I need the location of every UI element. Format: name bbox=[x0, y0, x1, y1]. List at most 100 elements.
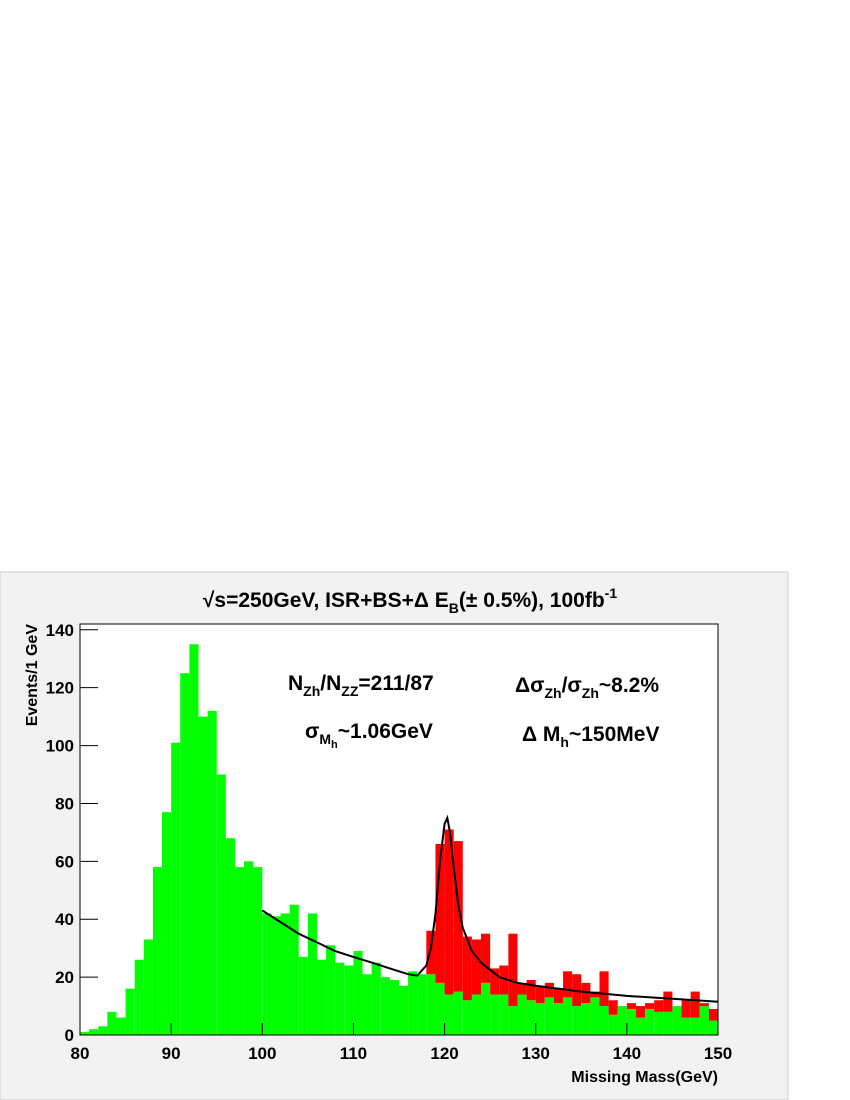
bar bbox=[690, 991, 700, 1018]
bar bbox=[362, 974, 372, 1035]
bar bbox=[681, 1000, 691, 1018]
bar bbox=[617, 1006, 627, 1035]
bar bbox=[517, 994, 527, 1035]
bar bbox=[672, 1006, 682, 1035]
bar bbox=[508, 1006, 518, 1035]
annotation-part: M bbox=[319, 731, 331, 747]
y-tick-label: 120 bbox=[46, 679, 74, 698]
bar bbox=[89, 1029, 99, 1035]
bar bbox=[663, 991, 673, 1012]
bar bbox=[626, 1003, 636, 1009]
annotation-part: ZZ bbox=[341, 683, 359, 699]
bar bbox=[262, 913, 272, 1035]
bar bbox=[453, 841, 463, 992]
x-axis-label: Missing Mass(GeV) bbox=[571, 1069, 718, 1086]
annotation-part: /σ bbox=[562, 674, 582, 697]
annotation: σMh~1.06GeV bbox=[305, 720, 433, 751]
bar bbox=[162, 812, 172, 1035]
bar bbox=[143, 939, 153, 1035]
bar bbox=[234, 867, 245, 1035]
bar bbox=[517, 982, 527, 995]
annotation-part: N bbox=[288, 672, 303, 695]
bar bbox=[298, 956, 308, 1035]
bar bbox=[426, 930, 436, 975]
x-tick-label: 130 bbox=[522, 1044, 550, 1063]
annotation-part: σ bbox=[305, 720, 319, 743]
annotation: NZh/NZZ=211/87 bbox=[288, 672, 434, 699]
bar bbox=[316, 959, 327, 1035]
bar bbox=[645, 1003, 655, 1009]
bar bbox=[435, 982, 445, 1035]
bar bbox=[371, 962, 381, 1035]
annotation-part: Δσ bbox=[515, 674, 544, 697]
bar bbox=[399, 985, 409, 1035]
y-tick-label: 100 bbox=[46, 737, 74, 756]
y-tick-label: 0 bbox=[65, 1026, 74, 1045]
bar bbox=[499, 994, 509, 1035]
bar bbox=[280, 913, 290, 1035]
bar bbox=[645, 1008, 655, 1035]
bar bbox=[663, 1011, 673, 1035]
bar bbox=[490, 968, 500, 995]
bar bbox=[335, 962, 345, 1035]
annotation-part: h bbox=[331, 739, 338, 751]
bar bbox=[426, 974, 436, 1035]
bar bbox=[563, 971, 573, 998]
bar bbox=[326, 945, 336, 1035]
bar bbox=[462, 1000, 472, 1035]
annotation-part: h bbox=[560, 734, 569, 750]
chart-title-part: (± 0.5%), 100fb bbox=[459, 589, 605, 612]
bar bbox=[453, 991, 463, 1035]
bar bbox=[107, 1011, 117, 1035]
bar bbox=[216, 774, 226, 1035]
annotation-part: Δ M bbox=[522, 723, 560, 746]
bar bbox=[289, 904, 299, 1035]
bar bbox=[435, 843, 445, 983]
bar bbox=[708, 1020, 718, 1035]
bar bbox=[508, 933, 518, 1007]
annotation-part: Zh bbox=[544, 685, 561, 701]
x-tick-label: 110 bbox=[340, 1044, 367, 1063]
bar bbox=[553, 1003, 564, 1035]
bar bbox=[535, 1003, 545, 1035]
bar bbox=[98, 1026, 108, 1035]
bar bbox=[125, 988, 135, 1035]
annotation-part: Zh bbox=[582, 685, 599, 701]
y-tick-label: 40 bbox=[55, 910, 74, 929]
bar bbox=[389, 980, 399, 1035]
bar bbox=[708, 1008, 718, 1021]
bar bbox=[626, 1008, 636, 1035]
y-axis-label: Events/1 GeV bbox=[24, 624, 41, 727]
bar bbox=[471, 994, 482, 1035]
bar bbox=[116, 1017, 126, 1035]
annotation-part: ~8.2% bbox=[599, 674, 659, 697]
bar bbox=[271, 916, 281, 1035]
bar bbox=[444, 994, 454, 1035]
bar bbox=[80, 1032, 90, 1035]
chart-title: √s=250GeV, ISR+BS+Δ EB(± 0.5%), 100fb-1 bbox=[203, 585, 617, 616]
bar bbox=[353, 951, 363, 1035]
bar bbox=[608, 1014, 618, 1035]
annotation-part: =211/87 bbox=[358, 672, 433, 695]
bar bbox=[599, 971, 609, 1007]
bar bbox=[444, 829, 454, 995]
chart-title-part: -1 bbox=[605, 585, 618, 601]
x-tick-label: 100 bbox=[248, 1044, 276, 1063]
bar bbox=[408, 971, 418, 1035]
bar bbox=[225, 838, 235, 1035]
x-tick-label: 80 bbox=[71, 1044, 90, 1063]
bar bbox=[417, 974, 427, 1035]
bar bbox=[535, 985, 545, 1004]
bar bbox=[490, 994, 500, 1035]
bar bbox=[189, 644, 199, 1035]
bar bbox=[608, 1000, 618, 1015]
y-tick-label: 20 bbox=[55, 968, 74, 987]
annotation-part: ~1.06GeV bbox=[338, 720, 433, 743]
bar bbox=[198, 716, 208, 1035]
bar bbox=[699, 1006, 709, 1035]
x-tick-label: 120 bbox=[430, 1044, 458, 1063]
bar bbox=[462, 936, 472, 1001]
bar bbox=[635, 1017, 646, 1035]
